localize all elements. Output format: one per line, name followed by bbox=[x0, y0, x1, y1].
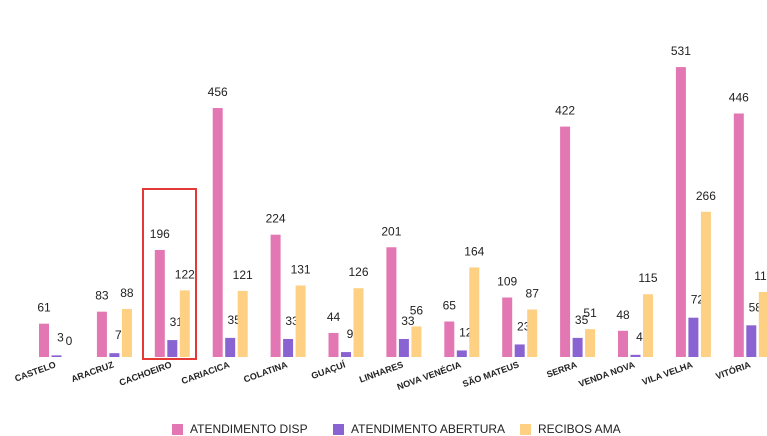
bar bbox=[39, 323, 49, 357]
value-label: 83 bbox=[95, 289, 109, 303]
legend-label: RECIBOS AMA bbox=[538, 422, 621, 436]
value-label: 422 bbox=[555, 104, 575, 118]
value-label: 121 bbox=[233, 268, 253, 282]
value-label: 87 bbox=[526, 286, 540, 300]
value-label: 531 bbox=[671, 44, 691, 58]
legend-swatch bbox=[520, 424, 531, 435]
bar bbox=[758, 292, 767, 357]
bar bbox=[353, 288, 364, 357]
bar bbox=[386, 247, 397, 357]
value-label: 88 bbox=[120, 286, 134, 300]
bar bbox=[270, 234, 281, 357]
x-tick-label: CASTELO bbox=[13, 359, 57, 383]
bar bbox=[456, 350, 467, 357]
bar bbox=[444, 321, 455, 357]
value-label: 456 bbox=[208, 85, 228, 99]
bar bbox=[700, 211, 711, 357]
bar bbox=[560, 126, 571, 357]
bar bbox=[109, 353, 120, 357]
highlight-box bbox=[142, 188, 197, 360]
bar bbox=[154, 249, 165, 357]
value-label: 61 bbox=[37, 301, 51, 315]
bar bbox=[411, 326, 422, 357]
bar bbox=[96, 311, 107, 357]
value-label: 224 bbox=[266, 212, 286, 226]
x-tick-label: VILA VELHA bbox=[641, 359, 695, 387]
value-label: 35 bbox=[575, 313, 589, 327]
bar bbox=[630, 354, 641, 357]
bar bbox=[733, 113, 744, 357]
value-label: 446 bbox=[729, 90, 749, 104]
x-tick-label: GUAÇUÍ bbox=[310, 359, 347, 381]
bar bbox=[585, 329, 596, 357]
value-label: 56 bbox=[410, 303, 424, 317]
bar bbox=[179, 290, 190, 357]
x-tick-label: CARIACICA bbox=[180, 359, 231, 386]
value-label: 3 bbox=[57, 330, 64, 344]
value-label: 126 bbox=[348, 265, 368, 279]
value-label: 44 bbox=[327, 310, 341, 324]
x-tick-label: SÃO MATEUS bbox=[461, 359, 520, 389]
value-label: 109 bbox=[497, 274, 517, 288]
legend-swatch bbox=[333, 424, 344, 435]
value-label: 4 bbox=[636, 330, 643, 344]
bar bbox=[121, 308, 132, 357]
value-label: 51 bbox=[583, 306, 597, 320]
value-label: 115 bbox=[638, 271, 657, 285]
bar bbox=[675, 67, 686, 357]
value-label: 164 bbox=[464, 244, 484, 258]
bar bbox=[746, 325, 757, 357]
bar bbox=[328, 332, 339, 357]
bar bbox=[502, 297, 513, 357]
value-label: 7 bbox=[115, 328, 122, 342]
bar bbox=[572, 337, 583, 357]
value-label: 196 bbox=[150, 227, 170, 241]
bar bbox=[643, 294, 653, 357]
x-tick-label: CACHOEIRO bbox=[118, 359, 173, 387]
bar bbox=[51, 355, 62, 357]
bar bbox=[237, 290, 248, 357]
bar bbox=[618, 330, 628, 357]
value-label: 201 bbox=[381, 224, 401, 238]
x-tick-label: VITÓRIA bbox=[714, 358, 753, 381]
value-label: 131 bbox=[291, 262, 311, 276]
x-tick-label: NOVA VENÉCIA bbox=[396, 359, 463, 392]
bar bbox=[469, 267, 480, 357]
x-tick-label: ARACRUZ bbox=[70, 359, 116, 384]
value-label: 266 bbox=[696, 189, 716, 203]
bar bbox=[212, 108, 223, 357]
legend-label: ATENDIMENTO ABERTURA bbox=[351, 422, 505, 436]
bar bbox=[283, 338, 294, 357]
bar bbox=[225, 337, 236, 357]
bar bbox=[398, 338, 409, 357]
bar bbox=[167, 340, 178, 357]
value-label: 0 bbox=[66, 334, 73, 348]
bar bbox=[341, 352, 351, 357]
bar bbox=[514, 344, 525, 357]
value-label: 65 bbox=[443, 299, 457, 313]
legend-swatch bbox=[172, 424, 183, 435]
value-label: 119 bbox=[754, 269, 767, 283]
bar bbox=[688, 317, 699, 357]
x-tick-label: VENDA NOVA bbox=[577, 359, 636, 389]
value-label: 9 bbox=[347, 327, 354, 341]
value-label: 122 bbox=[175, 267, 195, 281]
legend-label: ATENDIMENTO DISP bbox=[190, 422, 308, 436]
bar bbox=[295, 285, 306, 357]
x-tick-label: SERRA bbox=[545, 359, 578, 379]
bar bbox=[527, 309, 538, 357]
x-tick-label: COLATINA bbox=[242, 359, 289, 384]
value-label: 33 bbox=[401, 314, 415, 328]
value-label: 48 bbox=[616, 308, 630, 322]
